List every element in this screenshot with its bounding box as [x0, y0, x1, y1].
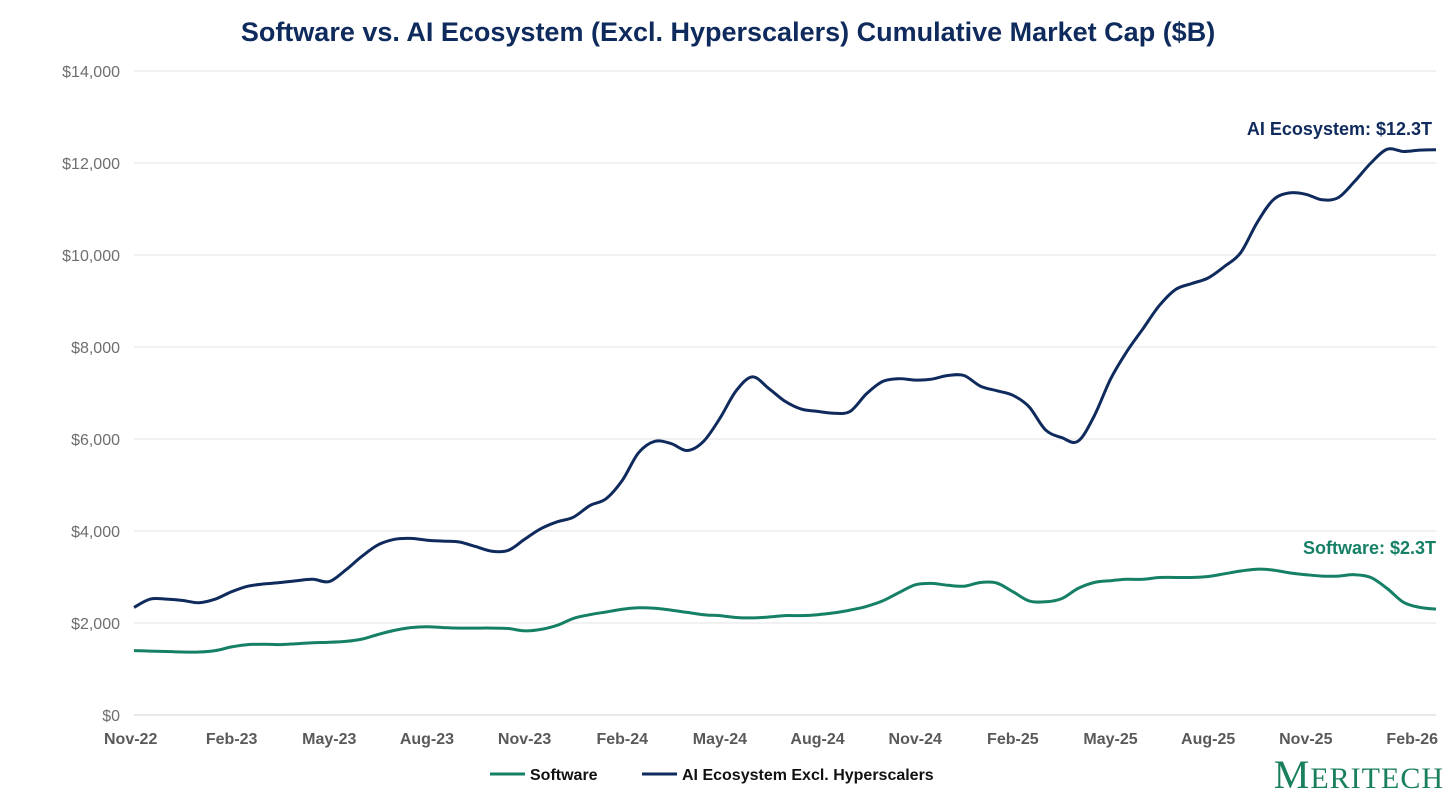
legend: Software AI Ecosystem Excl. Hyperscalers [490, 767, 934, 784]
y-tick-label: $12,000 [62, 156, 120, 173]
x-tick-label: Feb-23 [206, 731, 258, 748]
software-series-line [133, 567, 1437, 654]
software-annotation: Software: $2.3T [1303, 538, 1436, 558]
legend-software-label: Software [530, 767, 598, 784]
x-tick-label: Nov-24 [889, 731, 942, 748]
x-tick-label: Nov-25 [1279, 731, 1332, 748]
y-tick-label: $4,000 [71, 524, 120, 541]
x-tick-label: Feb-24 [596, 731, 648, 748]
y-tick-label: $2,000 [71, 616, 120, 633]
x-tick-label: Nov-23 [498, 731, 551, 748]
y-tick-label: $6,000 [71, 432, 120, 449]
x-tick-label: May-25 [1083, 731, 1137, 748]
x-tick-label: Nov-22 [104, 731, 157, 748]
gridlines [134, 70, 1436, 624]
legend-ai-label: AI Ecosystem Excl. Hyperscalers [682, 767, 934, 784]
ai-ecosystem-annotation: AI Ecosystem: $12.3T [1247, 119, 1432, 139]
series-layer [133, 147, 1437, 654]
y-axis-tick-labels: $0 $2,000 $4,000 $6,000 $8,000 $10,000 $12,000… [62, 64, 120, 725]
x-tick-label: Aug-23 [400, 731, 454, 748]
x-axis-tick-labels: Nov-22 Feb-23 May-23 Aug-23 Nov-23 Feb-24 May-… [104, 731, 1438, 748]
x-tick-label: Aug-24 [790, 731, 844, 748]
y-tick-label: $8,000 [71, 340, 120, 357]
x-tick-label: Feb-25 [987, 731, 1039, 748]
meritech-logo: MERITECH [1274, 752, 1444, 797]
x-tick-label: May-23 [302, 731, 356, 748]
x-tick-label: Aug-25 [1181, 731, 1235, 748]
y-tick-label: $14,000 [62, 64, 120, 81]
x-tick-label: Feb-26 [1386, 731, 1438, 748]
x-tick-label: May-24 [693, 731, 747, 748]
y-tick-label: $10,000 [62, 248, 120, 265]
y-tick-label: $0 [102, 708, 120, 725]
ai-ecosystem-series-line [133, 147, 1437, 609]
chart-title: Software vs. AI Ecosystem (Excl. Hypersc… [241, 17, 1215, 47]
